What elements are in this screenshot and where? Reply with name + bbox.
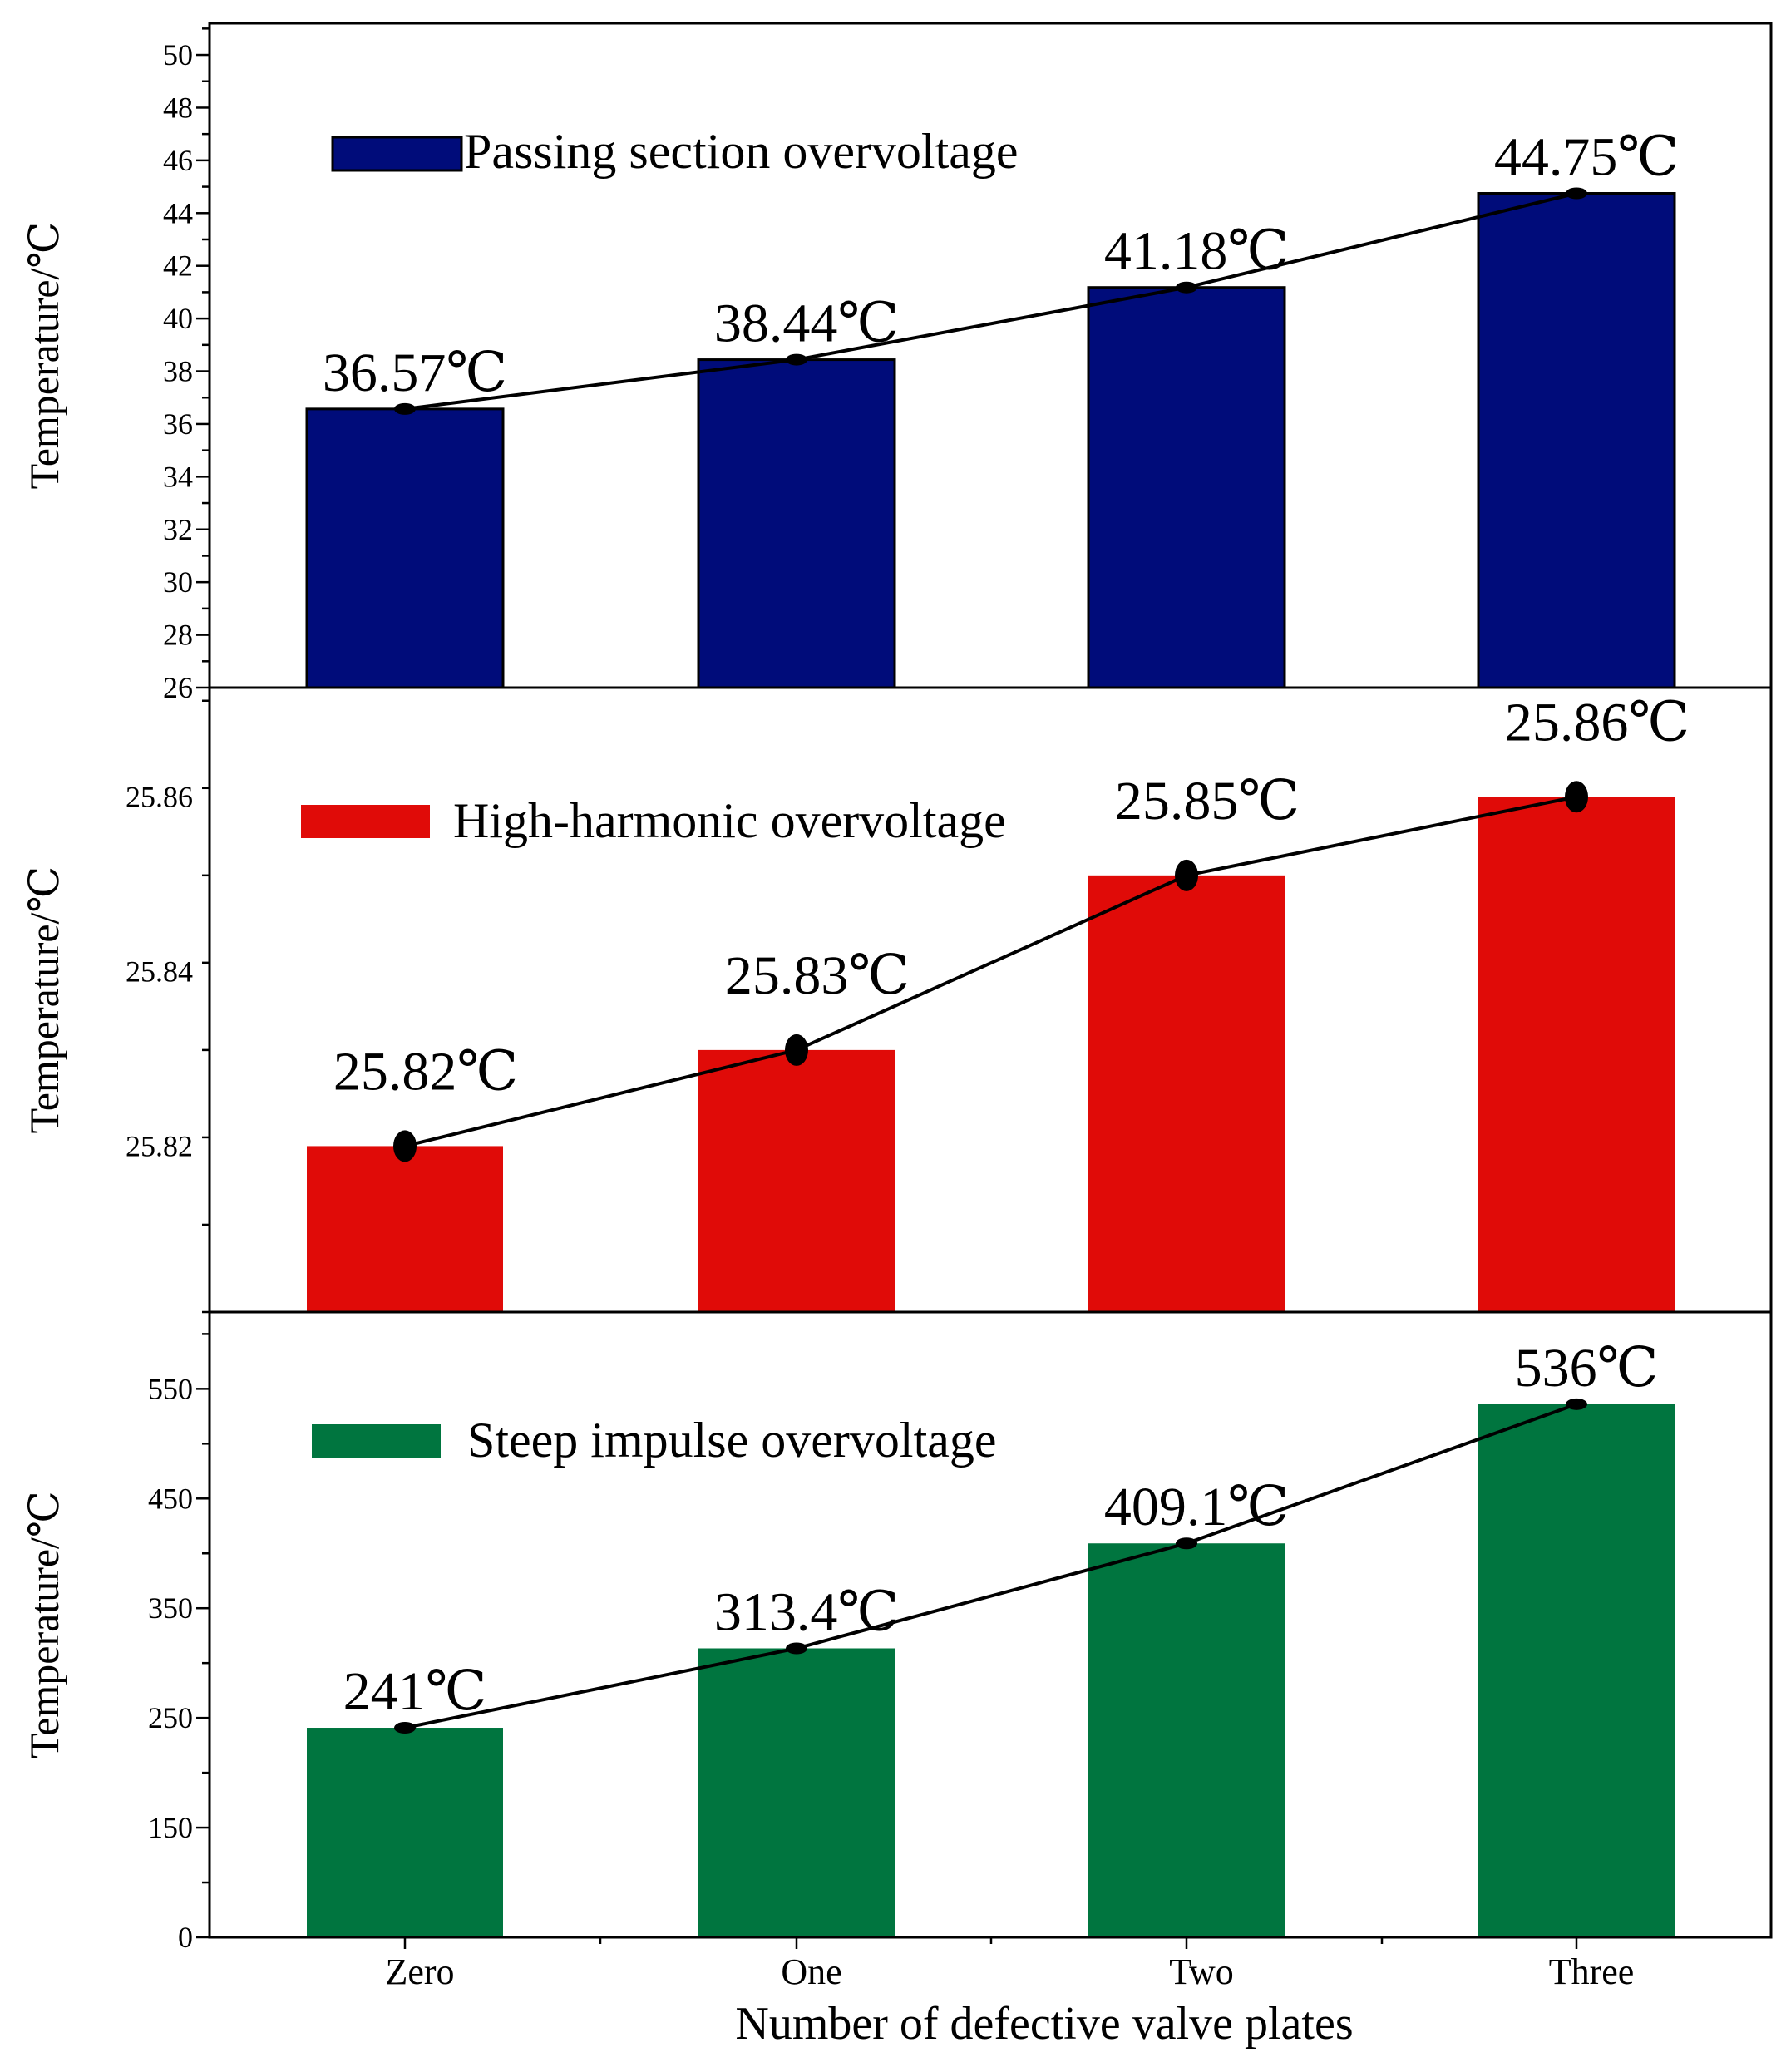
trend-marker [1565, 781, 1588, 813]
y-axis-ticks: 25.82 25.84 25.86 [126, 699, 210, 1314]
x-axis: Zero One Two Three [385, 1937, 1634, 1992]
bar-two [1088, 1543, 1285, 1937]
x-axis-label: Number of defective valve plates [735, 1998, 1353, 2050]
trend-line [404, 191, 1577, 411]
trend-marker [1566, 187, 1587, 200]
bar-one [698, 1648, 895, 1937]
trend-marker [1566, 1398, 1587, 1410]
y-tick-label: 26 [163, 671, 193, 704]
y-tick-label: 25.82 [126, 1129, 193, 1162]
y-tick-label: 28 [163, 619, 193, 652]
bar-zero [305, 407, 505, 689]
data-label: 44.75℃ [1494, 127, 1679, 188]
trend-line [404, 795, 1577, 1148]
data-label: 25.86℃ [1505, 692, 1690, 752]
panel-passing-section: 26 28 30 32 34 36 38 40 42 44 46 48 50 36.57℃ 38.44℃ 4… [21, 22, 1773, 704]
bar-one [698, 1049, 895, 1312]
data-label: 36.57℃ [323, 343, 507, 403]
data-label: 313.4℃ [714, 1581, 899, 1642]
y-tick-label: 25.86 [126, 780, 193, 813]
bar-zero [307, 1728, 503, 1937]
y-tick-label: 48 [163, 91, 193, 124]
y-axis-ticks: 0 150 250 350 450 550 [148, 1333, 210, 1954]
trend-marker [394, 1722, 416, 1734]
bar-zero [307, 1146, 503, 1312]
legend-swatch [331, 136, 463, 172]
data-label: 25.83℃ [725, 945, 910, 1006]
data-label: 41.18℃ [1104, 221, 1289, 282]
data-label: 25.82℃ [333, 1041, 518, 1102]
y-axis-ticks: 26 28 30 32 34 36 38 40 42 44 46 48 50 [163, 27, 210, 704]
data-label: 25.85℃ [1115, 771, 1300, 831]
y-tick-label: 350 [148, 1591, 193, 1625]
trend-line-overlay [393, 781, 1588, 1162]
bar-two [1087, 286, 1286, 689]
data-labels: 36.57℃ 38.44℃ 41.18℃ 44.75℃ [323, 127, 1679, 403]
data-labels: 25.82℃ 25.83℃ 25.85℃ 25.86℃ [333, 692, 1690, 1102]
trend-marker [1175, 859, 1198, 891]
y-tick-label: 550 [148, 1372, 193, 1405]
y-axis-label: Temperature/℃ [21, 222, 67, 490]
y-tick-label: 250 [148, 1701, 193, 1734]
legend-swatch [301, 805, 430, 838]
y-tick-label: 36 [163, 407, 193, 441]
data-label: 409.1℃ [1104, 1477, 1289, 1537]
panel-high-harmonic: 25.82 25.84 25.86 25.82℃ 25.83℃ 25.85℃ 25.86℃… [21, 686, 1773, 1314]
y-tick-label: 38 [163, 355, 193, 388]
bar-three [1477, 192, 1676, 689]
x-tick-label: One [781, 1951, 841, 1992]
trend-line-overlay [394, 187, 1587, 415]
y-tick-label: 30 [163, 565, 193, 599]
trend-marker [786, 1642, 807, 1655]
bar-three [1478, 797, 1675, 1312]
y-tick-label: 40 [163, 302, 193, 335]
y-tick-label: 46 [163, 144, 193, 177]
y-tick-label: 150 [148, 1811, 193, 1844]
trend-marker [1176, 281, 1197, 294]
bar-series [305, 192, 1676, 689]
data-label: 241℃ [343, 1661, 487, 1722]
data-label: 536℃ [1515, 1338, 1659, 1399]
bar-two [1088, 875, 1285, 1312]
bar-series [307, 1404, 1675, 1937]
y-tick-label: 32 [163, 513, 193, 546]
y-tick-label: 50 [163, 38, 193, 72]
y-tick-label: 42 [163, 249, 193, 283]
legend-label: High-harmonic overvoltage [453, 793, 1006, 848]
panel-steep-impulse: 0 150 250 350 450 550 241℃ 313.4℃ 409.1℃ 536℃ St… [21, 1310, 1773, 1954]
trend-marker [786, 353, 807, 366]
y-tick-label: 0 [178, 1921, 193, 1954]
bar-one [697, 358, 896, 689]
y-tick-label: 34 [163, 460, 193, 493]
data-labels: 241℃ 313.4℃ 409.1℃ 536℃ [343, 1338, 1659, 1722]
y-tick-label: 44 [163, 196, 193, 229]
bar-series [307, 797, 1675, 1312]
bar-three [1478, 1404, 1675, 1937]
y-tick-label: 450 [148, 1482, 193, 1515]
trend-marker [394, 402, 416, 415]
legend-label: Passing section overvoltage [464, 124, 1019, 179]
data-label: 38.44℃ [714, 294, 899, 354]
trend-marker [393, 1130, 417, 1162]
y-axis-label: Temperature/℃ [21, 866, 67, 1134]
trend-line [404, 1402, 1577, 1729]
trend-marker [1176, 1537, 1197, 1550]
y-tick-label: 25.84 [126, 955, 193, 988]
trend-line-overlay [394, 1398, 1587, 1734]
y-axis-label: Temperature/℃ [21, 1491, 67, 1759]
trend-marker [785, 1034, 808, 1066]
x-tick-label: Three [1549, 1951, 1635, 1992]
legend-label: Steep impulse overvoltage [467, 1413, 997, 1468]
x-tick-label: Zero [385, 1951, 454, 1992]
x-tick-label: Two [1169, 1951, 1234, 1992]
legend-swatch [312, 1424, 441, 1458]
